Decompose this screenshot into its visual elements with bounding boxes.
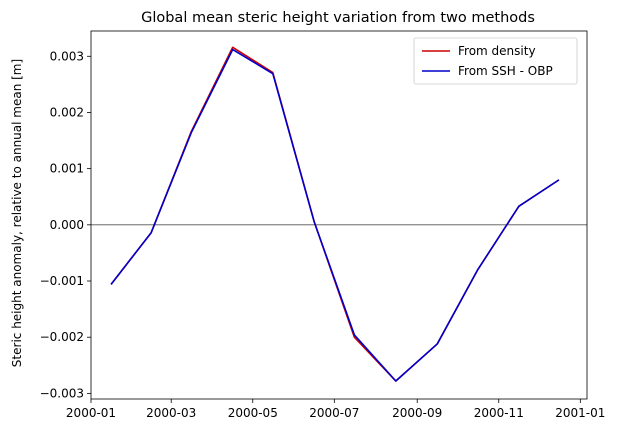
x-tick-label: 2000-03 [146, 406, 196, 420]
y-tick-label: 0.000 [50, 218, 84, 232]
legend: From density From SSH - OBP [413, 37, 578, 85]
y-tick-label: 0.001 [50, 162, 84, 176]
x-tick-label: 2000-09 [392, 406, 442, 420]
x-tick-label: 2000-07 [309, 406, 359, 420]
x-tick-label: 2000-01 [66, 406, 116, 420]
x-tick-label: 2001-01 [555, 406, 605, 420]
series-line-from-density [110, 46, 560, 382]
x-tick-label: 2000-11 [474, 406, 524, 420]
y-tick-label: −0.002 [40, 330, 84, 344]
y-tick-label: −0.003 [40, 386, 84, 400]
y-tick-label: −0.001 [40, 274, 84, 288]
chart-title: Global mean steric height variation from… [141, 10, 535, 26]
series-line-from-ssh-obp [110, 48, 560, 382]
legend-label-from-density: From density [458, 44, 536, 58]
plot-area: −0.003 −0.002 −0.001 0.000 0.001 0.002 0.003 20… [40, 30, 605, 420]
y-tick-label: 0.002 [50, 105, 84, 119]
y-tick-label: 0.003 [50, 49, 84, 63]
legend-box [413, 37, 578, 85]
plot-frame [90, 30, 588, 400]
legend-label-from-ssh-obp: From SSH - OBP [458, 64, 553, 78]
y-axis-label: Steric height anomaly, relative to annua… [10, 59, 24, 367]
x-tick-label: 2000-05 [228, 406, 278, 420]
